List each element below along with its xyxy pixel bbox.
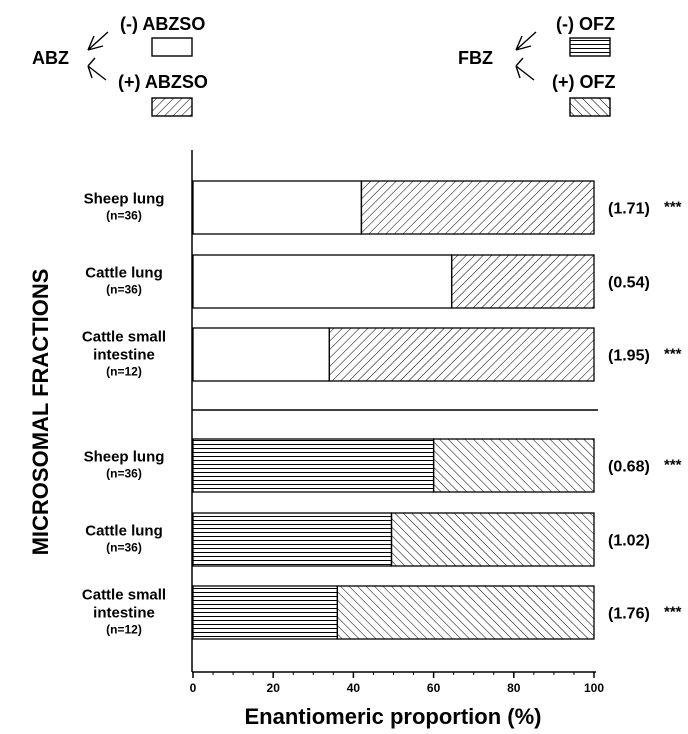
bar-segment-minus [192, 180, 363, 235]
x-ticks: 0 20 40 60 80 100 [190, 672, 604, 695]
legend-fbz-plus-swatch [569, 97, 611, 117]
legend-abz-plus-label: (+) ABZSO [118, 72, 208, 92]
ratio-label: (1.95) [608, 348, 650, 365]
category-label: Cattle lung [85, 265, 163, 282]
legend-abz: ABZ (-) ABZSO (+) ABZSO [32, 14, 208, 117]
legend-abz-minus-swatch [151, 37, 193, 57]
legend-abz-parent: ABZ [32, 48, 69, 68]
category-label: Cattle small [82, 329, 166, 346]
bars: Sheep lung(n=36) (1.71) ***Cattle lung(n=3… [82, 180, 682, 640]
bar-segment-plus [450, 254, 595, 309]
category-label: Sheep lung [84, 191, 165, 208]
y-axis-title: MICROSOMAL FRACTIONS [28, 269, 53, 556]
x-tick-label: 40 [347, 681, 361, 695]
bar-segment-plus [432, 438, 595, 493]
bar-segment-minus [192, 327, 330, 382]
x-tick-label: 20 [267, 681, 281, 695]
bar-segment-minus [192, 512, 393, 567]
significance-label: *** [664, 346, 682, 363]
category-n-label: (n=36) [106, 541, 142, 555]
bar-segment-plus [336, 585, 595, 640]
category-label: Cattle small [82, 587, 166, 604]
x-tick-label: 80 [507, 681, 521, 695]
category-n-label: (n=36) [106, 467, 142, 481]
x-tick-label: 60 [427, 681, 441, 695]
legend-abz-minus-label: (-) ABZSO [120, 14, 205, 34]
category-n-label: (n=36) [106, 283, 142, 297]
x-tick-label: 0 [190, 681, 197, 695]
bar-segment-plus [360, 180, 595, 235]
significance-label: *** [664, 199, 682, 216]
arrow-up-icon [87, 31, 109, 51]
bar-segment-minus [192, 585, 339, 640]
ratio-label: (1.02) [608, 533, 650, 550]
category-label: Sheep lung [84, 449, 165, 466]
ratio-label: (0.68) [608, 459, 650, 476]
ratio-label: (0.54) [608, 275, 650, 292]
x-axis-title: Enantiomeric proportion (%) [245, 704, 542, 729]
x-tick-label: 100 [584, 681, 604, 695]
bar-segment-minus [192, 254, 453, 309]
category-label: intestine [93, 347, 155, 364]
legend-fbz-minus-label: (-) OFZ [556, 14, 615, 34]
legend-fbz: FBZ (-) OFZ (+) OFZ [458, 14, 616, 117]
arrow-down-icon [515, 57, 535, 81]
category-label: intestine [93, 605, 155, 622]
category-n-label: (n=36) [106, 209, 142, 223]
legend-fbz-parent: FBZ [458, 48, 493, 68]
legend-fbz-minus-swatch [569, 37, 611, 57]
significance-label: *** [664, 604, 682, 621]
significance-label: *** [664, 457, 682, 474]
bar-segment-plus [328, 327, 595, 382]
arrow-up-icon [515, 31, 537, 51]
category-n-label: (n=12) [106, 623, 142, 637]
ratio-label: (1.76) [608, 606, 650, 623]
category-n-label: (n=12) [106, 365, 142, 379]
legend-fbz-plus-label: (+) OFZ [552, 72, 616, 92]
category-label: Cattle lung [85, 523, 163, 540]
bar-segment-minus [192, 438, 435, 493]
ratio-label: (1.71) [608, 201, 650, 218]
arrow-down-icon [87, 57, 107, 81]
legend-abz-plus-swatch [151, 97, 193, 117]
bar-segment-plus [390, 512, 595, 567]
